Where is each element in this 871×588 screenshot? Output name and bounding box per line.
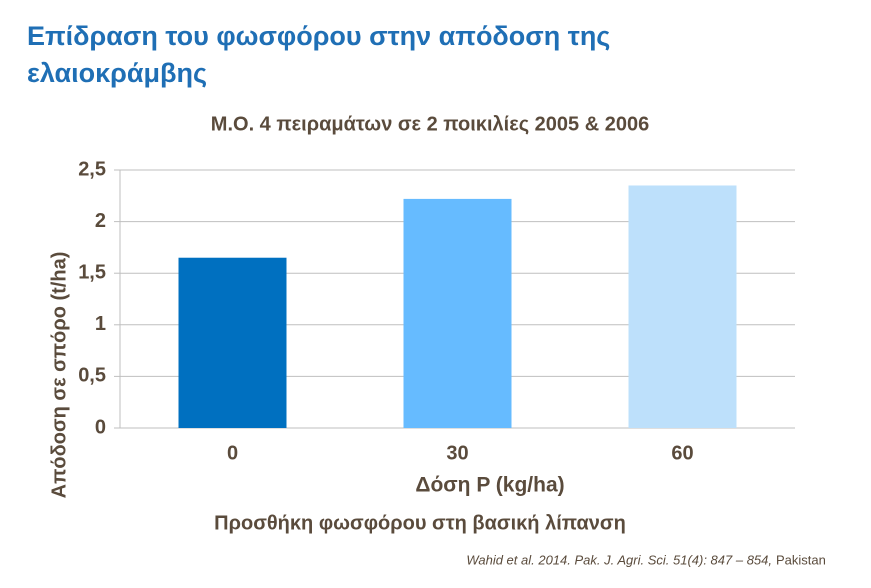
y-tick-label: 1 [95, 313, 106, 335]
chart-title: Μ.Ο. 4 πειραμάτων σε 2 ποικιλίες 2005 & … [211, 113, 649, 135]
x-tick-label: 0 [227, 442, 238, 464]
citation: Wahid et al. 2014. Pak. J. Agri. Sci. 51… [466, 552, 772, 567]
bar [178, 257, 287, 428]
y-axis-label: Απόδοση σε σπόρο (t/ha) [48, 252, 70, 499]
x-axis-label: Δόση P (kg/ha) [415, 474, 564, 497]
y-tick-label: 0,5 [78, 365, 106, 387]
x-tick-label: 30 [446, 442, 468, 464]
y-tick-label: 2,5 [78, 158, 106, 180]
slide-title: Επίδραση του φωσφόρου στην απόδοση της ε… [27, 21, 611, 88]
bar [403, 198, 512, 428]
note: Προσθήκη φωσφόρου στη βασική λίπανση [214, 512, 626, 534]
x-tick-label: 60 [671, 442, 693, 464]
bar [628, 185, 737, 428]
y-tick-label: 0 [95, 416, 106, 438]
y-tick-label: 2 [95, 210, 106, 232]
y-tick-label: 1,5 [78, 261, 106, 283]
citation-place: Pakistan [776, 552, 826, 567]
